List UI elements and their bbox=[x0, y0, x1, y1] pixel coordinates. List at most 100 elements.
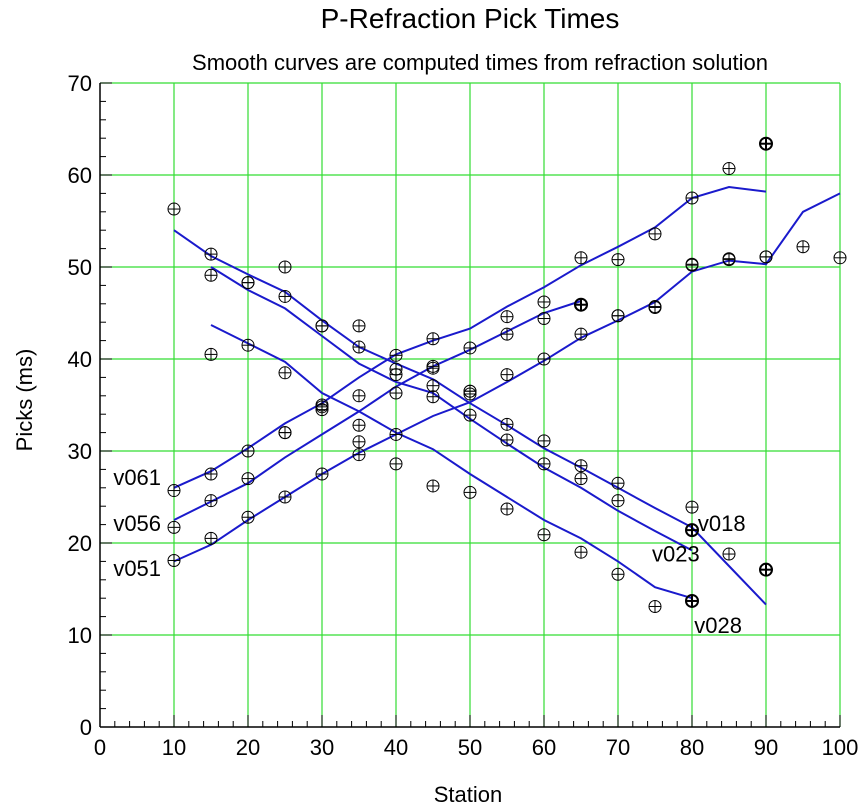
x-tick-label: 100 bbox=[822, 735, 859, 760]
pick-v061 bbox=[574, 251, 588, 265]
pick-v056 bbox=[278, 426, 292, 440]
pick-v061 bbox=[463, 341, 477, 355]
x-tick-label: 50 bbox=[458, 735, 482, 760]
axes bbox=[99, 82, 841, 728]
pick-v051 bbox=[574, 327, 588, 341]
pick-v028 bbox=[537, 528, 551, 542]
pick-v028 bbox=[500, 502, 514, 516]
y-tick-label: 60 bbox=[68, 163, 92, 188]
pick-v061 bbox=[722, 162, 736, 176]
pick-v028 bbox=[352, 418, 366, 432]
pick-v051 bbox=[315, 467, 329, 481]
x-tick-label: 0 bbox=[94, 735, 106, 760]
pick-v056 bbox=[352, 435, 366, 449]
pick-v051 bbox=[537, 352, 551, 366]
pick-v056 bbox=[241, 472, 255, 486]
pick-v051 bbox=[611, 309, 625, 323]
x-tick-label: 30 bbox=[310, 735, 334, 760]
computed-curves bbox=[173, 185, 841, 606]
pick-v056 bbox=[204, 494, 218, 508]
pick-v023 bbox=[426, 390, 440, 404]
pick-v056 bbox=[833, 251, 847, 265]
curve-label-v018: v018 bbox=[698, 511, 746, 536]
x-tick-label: 20 bbox=[236, 735, 260, 760]
pick-v018 bbox=[352, 319, 366, 333]
x-axis-label: Station bbox=[434, 782, 503, 806]
pick-v061 bbox=[204, 467, 218, 481]
pick-v018 bbox=[537, 434, 551, 448]
pick-v051 bbox=[685, 258, 699, 272]
pick-v061 bbox=[426, 332, 440, 346]
pick-v051 bbox=[759, 250, 773, 264]
curve-v061 bbox=[173, 185, 767, 489]
pick-v051 bbox=[167, 553, 181, 567]
pick-v061 bbox=[648, 227, 662, 241]
pick-v023 bbox=[241, 276, 255, 290]
pick-highlighted bbox=[685, 593, 699, 608]
curve-label-v061: v061 bbox=[113, 465, 161, 490]
pick-markers bbox=[167, 136, 847, 613]
grid-lines bbox=[100, 82, 841, 727]
pick-v023 bbox=[204, 268, 218, 282]
pick-v051 bbox=[241, 510, 255, 524]
pick-v018 bbox=[611, 476, 625, 490]
pick-v018 bbox=[167, 202, 181, 216]
pick-v018 bbox=[722, 547, 736, 561]
pick-v056 bbox=[500, 327, 514, 341]
pick-v061 bbox=[500, 310, 514, 324]
y-tick-label: 40 bbox=[68, 347, 92, 372]
pick-v018 bbox=[685, 500, 699, 514]
pick-v061 bbox=[241, 444, 255, 458]
pick-v051 bbox=[352, 448, 366, 462]
pick-highlighted bbox=[759, 562, 773, 577]
pick-v028 bbox=[278, 366, 292, 380]
pick-v018 bbox=[500, 417, 514, 431]
pick-v056 bbox=[796, 240, 810, 254]
pick-v018 bbox=[204, 247, 218, 261]
curve-label-v051: v051 bbox=[113, 556, 161, 581]
pick-v018 bbox=[574, 459, 588, 473]
pick-v061 bbox=[352, 389, 366, 403]
pick-v051 bbox=[648, 300, 662, 314]
pick-v028 bbox=[389, 457, 403, 471]
pick-v018 bbox=[278, 260, 292, 274]
pick-v051 bbox=[389, 427, 403, 441]
chart-subtitle: Smooth curves are computed times from re… bbox=[192, 50, 768, 75]
x-tick-label: 90 bbox=[754, 735, 778, 760]
y-tick-label: 70 bbox=[68, 71, 92, 96]
pick-v028 bbox=[204, 347, 218, 361]
pick-v028 bbox=[426, 479, 440, 493]
pick-v028 bbox=[241, 338, 255, 352]
curve-label-v056: v056 bbox=[113, 511, 161, 536]
pick-v028 bbox=[574, 545, 588, 559]
pick-v061 bbox=[611, 253, 625, 267]
pick-v051 bbox=[426, 379, 440, 393]
tick-labels: 0 10 20 30 40 50 60 70 80 90 100 0 10 20 30 40 50 60 70 bbox=[68, 71, 859, 760]
pick-v028 bbox=[648, 599, 662, 613]
pick-v023 bbox=[574, 472, 588, 486]
pick-v023 bbox=[611, 494, 625, 508]
x-tick-label: 70 bbox=[606, 735, 630, 760]
curve-labels: v061 v056 v051 v018 v023 v028 bbox=[113, 465, 745, 638]
pick-v023 bbox=[500, 433, 514, 447]
y-tick-label: 50 bbox=[68, 255, 92, 280]
chart-title: P-Refraction Pick Times bbox=[321, 3, 620, 34]
pick-v023 bbox=[463, 408, 477, 422]
pick-v023 bbox=[278, 289, 292, 303]
y-tick-label: 0 bbox=[80, 715, 92, 740]
x-tick-label: 80 bbox=[680, 735, 704, 760]
curve-v056 bbox=[173, 300, 582, 521]
pick-v051 bbox=[204, 531, 218, 545]
x-tick-label: 10 bbox=[162, 735, 186, 760]
pick-v023 bbox=[537, 457, 551, 471]
curve-v023 bbox=[210, 266, 693, 552]
pick-v018 bbox=[389, 348, 403, 362]
pick-v061 bbox=[685, 191, 699, 205]
pick-highlighted bbox=[685, 523, 699, 538]
curve-label-v028: v028 bbox=[694, 613, 742, 638]
x-tick-label: 40 bbox=[384, 735, 408, 760]
curve-label-v023: v023 bbox=[652, 541, 700, 566]
curve-v018 bbox=[173, 229, 767, 606]
pick-v061 bbox=[167, 484, 181, 498]
pick-v061 bbox=[537, 295, 551, 309]
